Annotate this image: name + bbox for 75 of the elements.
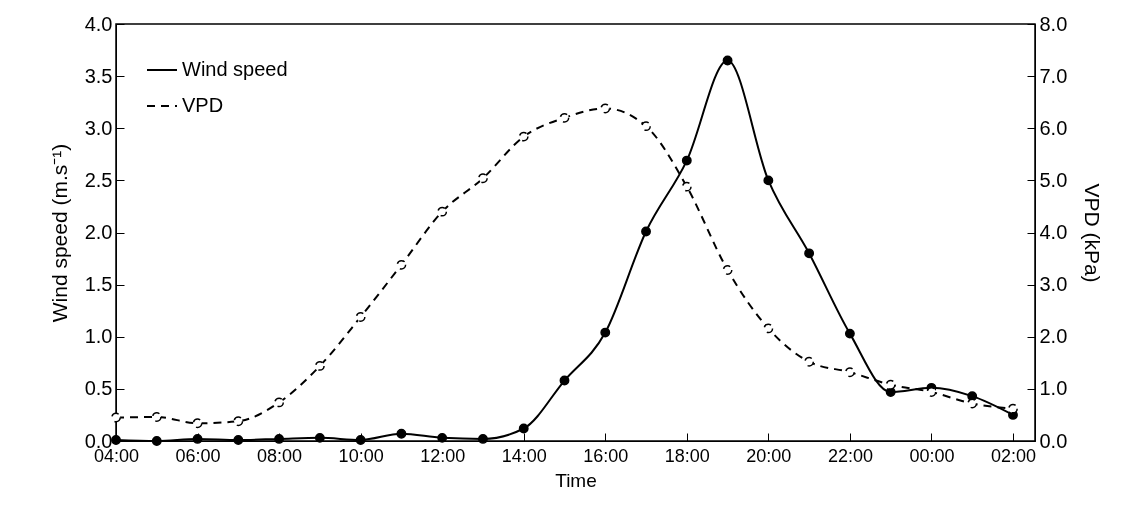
y-tick-label: 1.0 xyxy=(84,325,113,348)
point xyxy=(437,432,448,443)
point xyxy=(396,428,407,439)
point xyxy=(722,265,733,275)
point xyxy=(518,423,529,434)
y-tick-label: 1.5 xyxy=(84,273,113,296)
point xyxy=(518,131,529,142)
point xyxy=(355,312,366,322)
y-tick-label: 4.0 xyxy=(84,12,113,35)
x-tick-label: 22:00 xyxy=(827,445,873,466)
y2-tick-label: 0.0 xyxy=(1039,429,1068,452)
point xyxy=(274,397,285,408)
y-tick-label: 3.5 xyxy=(84,64,113,87)
point xyxy=(355,435,366,445)
y2-tick-label: 2.0 xyxy=(1039,325,1068,348)
point xyxy=(192,418,203,429)
y-tick-label: 2.0 xyxy=(84,221,113,243)
y2-tick-label: 8.0 xyxy=(1039,12,1068,35)
y2-tick-label: 3.0 xyxy=(1039,273,1068,296)
point xyxy=(681,155,692,166)
point xyxy=(233,435,244,445)
y-axis-title: Wind speed (m.s⁻¹) xyxy=(47,143,71,323)
y-tick-label: 0.5 xyxy=(84,377,113,400)
y2-tick-label: 6.0 xyxy=(1039,116,1068,139)
point xyxy=(559,375,570,386)
point xyxy=(844,328,855,339)
point xyxy=(967,398,978,409)
point xyxy=(437,206,448,217)
x-tick-label: 00:00 xyxy=(909,445,955,466)
y2-tick-label: 1.0 xyxy=(1039,377,1068,400)
point xyxy=(111,435,121,445)
point xyxy=(844,367,855,378)
legend-label: VPD xyxy=(182,94,224,116)
y2-axis-title: VPD (kPa) xyxy=(1081,183,1105,283)
x-tick-label: 12:00 xyxy=(420,445,466,466)
y2-tick-label: 7.0 xyxy=(1039,64,1068,87)
point xyxy=(478,433,488,444)
legend-label: Wind speed xyxy=(182,58,288,80)
point xyxy=(151,412,162,422)
y2-tick-label: 5.0 xyxy=(1039,168,1068,191)
point xyxy=(314,361,325,371)
point xyxy=(763,323,774,334)
point xyxy=(885,379,896,390)
point xyxy=(681,181,692,192)
point xyxy=(151,436,162,446)
point xyxy=(559,112,570,123)
x-tick-label: 20:00 xyxy=(746,445,792,466)
point xyxy=(314,432,325,443)
point xyxy=(396,259,407,270)
y-tick-label: 3.0 xyxy=(84,116,113,139)
point xyxy=(804,356,815,367)
x-tick-label: 14:00 xyxy=(501,445,547,466)
point xyxy=(1008,403,1018,414)
point xyxy=(111,412,121,423)
x-tick-label: 08:00 xyxy=(257,445,303,466)
y2-tick-label: 4.0 xyxy=(1039,221,1068,243)
x-tick-label: 16:00 xyxy=(583,445,629,466)
point xyxy=(804,248,815,259)
y-tick-label: 2.5 xyxy=(84,168,113,191)
point xyxy=(600,103,611,114)
x-tick-label: 10:00 xyxy=(338,445,384,466)
point xyxy=(600,327,611,338)
point xyxy=(926,387,937,397)
point xyxy=(641,121,651,132)
x-tick-label: 06:00 xyxy=(175,445,221,466)
point xyxy=(478,173,488,184)
point xyxy=(641,226,651,237)
point xyxy=(192,433,203,444)
x-tick-label: 18:00 xyxy=(664,445,710,466)
point xyxy=(233,416,244,427)
point xyxy=(274,433,285,444)
x-tick-label: 02:00 xyxy=(990,445,1037,466)
point xyxy=(722,55,733,66)
point xyxy=(763,175,774,186)
x-axis-title: Time xyxy=(555,469,597,491)
